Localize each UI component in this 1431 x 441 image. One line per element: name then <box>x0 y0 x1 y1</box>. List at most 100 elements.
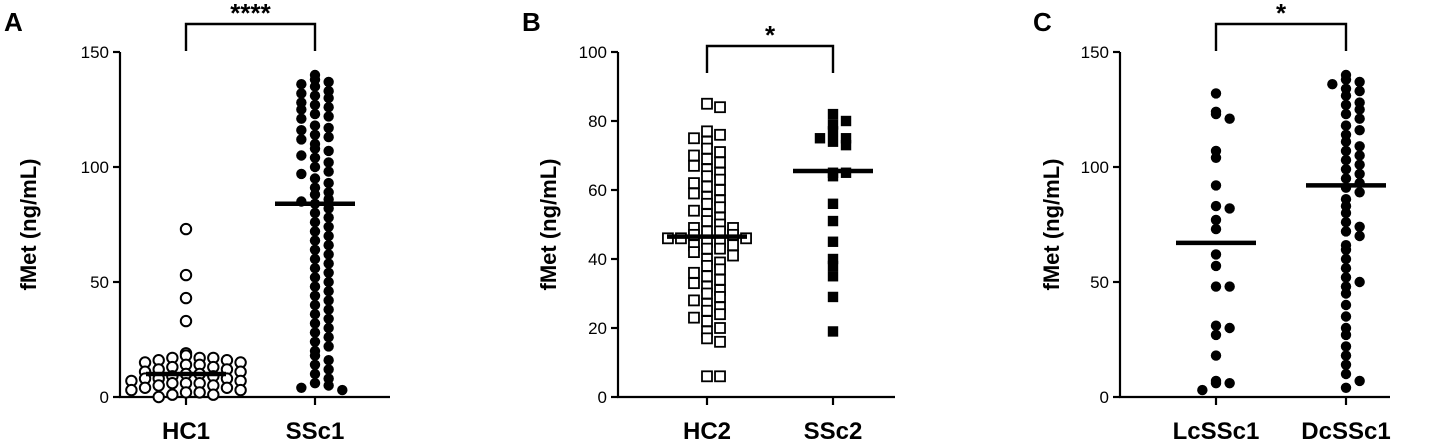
y-axis-label: fMet (ng/mL) <box>1039 159 1064 291</box>
data-point <box>714 101 726 114</box>
panel-letter: C <box>1033 7 1052 37</box>
data-point <box>714 308 726 321</box>
data-point <box>714 184 726 196</box>
data-point <box>1210 152 1222 163</box>
data-point <box>166 388 179 401</box>
panel-letter: A <box>4 7 23 37</box>
data-point <box>688 246 700 259</box>
data-point <box>1340 217 1352 228</box>
data-point <box>840 139 852 151</box>
data-point <box>714 291 726 303</box>
data-point <box>1340 382 1352 393</box>
data-point <box>309 327 321 338</box>
data-point <box>296 382 307 393</box>
data-point <box>323 380 334 391</box>
data-point <box>179 291 193 305</box>
data-point <box>309 350 321 361</box>
data-point <box>1340 164 1352 175</box>
data-point <box>714 128 726 141</box>
data-point <box>152 379 165 392</box>
data-point <box>701 180 713 193</box>
data-point <box>1210 223 1222 235</box>
data-point <box>1354 375 1365 387</box>
data-point <box>1340 173 1352 184</box>
data-point <box>1340 74 1352 85</box>
data-point <box>827 260 839 272</box>
data-point <box>1354 76 1365 88</box>
data-point <box>701 304 713 317</box>
data-point <box>827 291 839 303</box>
data-point <box>1340 226 1352 237</box>
data-point <box>727 239 739 252</box>
data-point <box>1210 350 1222 361</box>
y-tick-label: 100 <box>579 43 607 62</box>
data-point <box>323 364 334 375</box>
data-point <box>1340 99 1352 111</box>
y-tick-label: 0 <box>100 388 109 407</box>
data-point <box>323 249 334 260</box>
data-point <box>1224 322 1235 334</box>
data-point <box>323 258 334 269</box>
data-point <box>1224 378 1235 389</box>
data-point <box>337 384 348 396</box>
data-point <box>840 115 852 127</box>
data-point <box>1354 85 1365 97</box>
data-point <box>309 244 321 255</box>
y-tick-label: 100 <box>1081 158 1109 177</box>
data-point <box>309 281 321 292</box>
data-point <box>714 263 726 276</box>
significance-label: * <box>1276 0 1287 28</box>
data-point <box>309 129 321 140</box>
data-point <box>1340 311 1352 322</box>
data-point <box>1354 159 1365 170</box>
data-point <box>309 253 321 265</box>
y-tick-label: 50 <box>1090 273 1109 292</box>
data-point <box>166 377 179 390</box>
data-point <box>309 90 321 101</box>
data-point <box>296 168 307 180</box>
data-point <box>1210 249 1222 260</box>
chart-panel-b: B 0 20 40 60 80 100 fMet (ng/mL) HC2 SSc2 * <box>522 7 895 441</box>
data-point <box>309 189 321 200</box>
data-point <box>1354 168 1365 180</box>
data-point <box>323 355 334 366</box>
data-point <box>323 295 334 306</box>
data-point <box>827 326 839 337</box>
data-point <box>323 76 334 88</box>
data-point <box>827 171 839 182</box>
data-point <box>714 335 726 348</box>
data-point <box>309 235 321 246</box>
data-point <box>323 313 334 324</box>
y-axis-label: fMet (ng/mL) <box>536 159 561 291</box>
data-point <box>1210 281 1222 292</box>
data-point <box>1340 145 1352 157</box>
y-axis-label: fMet (ng/mL) <box>16 159 41 291</box>
data-point <box>1354 230 1365 242</box>
data-point <box>296 88 307 99</box>
data-point <box>323 92 334 104</box>
data-point <box>701 270 713 283</box>
data-point <box>296 104 307 115</box>
data-point <box>296 134 307 145</box>
data-point <box>1197 384 1208 396</box>
data-point <box>1224 281 1235 292</box>
data-point <box>1210 200 1222 212</box>
data-point <box>309 309 321 320</box>
x-category-label: HC2 <box>683 418 731 441</box>
data-point <box>1210 214 1222 226</box>
data-point <box>1340 244 1352 255</box>
data-point <box>688 187 700 200</box>
data-point <box>309 378 321 389</box>
data-point <box>714 273 726 286</box>
data-point <box>701 153 713 165</box>
data-point <box>1210 260 1222 272</box>
significance-label: **** <box>230 0 271 28</box>
data-point <box>688 177 700 190</box>
chart-panel-a: A 0 50 100 150 fMet (ng/mL) HC1 SSc1 **** <box>4 0 390 441</box>
data-point <box>701 170 713 183</box>
chart-panel-c: C 0 50 100 150 fMet (ng/mL) LcSSc1 DcSSc1 * <box>1033 0 1391 441</box>
data-point <box>309 226 321 237</box>
data-point <box>309 81 321 92</box>
y-tick-label: 60 <box>588 181 607 200</box>
